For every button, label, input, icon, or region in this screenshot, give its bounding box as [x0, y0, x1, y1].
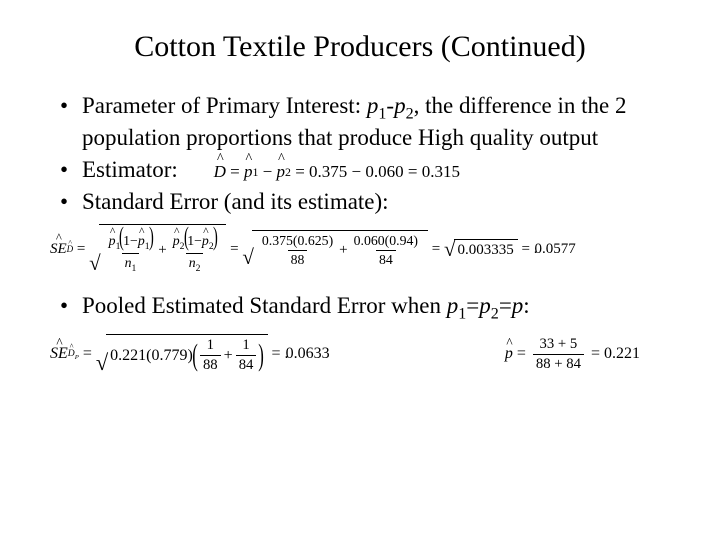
pr-res: 0.221	[604, 345, 640, 363]
b4s2: 2	[491, 305, 499, 322]
pl-v1: 0.221	[110, 347, 146, 365]
se-num2: 0.060(0.94)	[351, 233, 421, 250]
se-sqrt1: √ p1(1−p1) n1 + p2(1−p2) n2	[89, 224, 226, 274]
sep2b: p	[202, 233, 209, 249]
pr-den: 88 + 84	[533, 354, 584, 373]
bullet-list: Parameter of Primary Interest: p1-p2, th…	[60, 92, 670, 216]
pr-num: 33 + 5	[537, 336, 581, 354]
pl-d2: 84	[236, 355, 257, 374]
pl-label: SE	[50, 345, 68, 363]
sep1b: p	[138, 233, 145, 249]
est-v1: 0.375	[309, 162, 347, 183]
se-label: SE	[50, 241, 67, 258]
b4eq2: =	[499, 293, 512, 318]
se-mid: 0.003335	[458, 242, 514, 259]
se-sub: D	[67, 244, 74, 254]
pl-subP: P	[75, 354, 79, 361]
est-D: D	[214, 162, 226, 183]
pr-p: p	[505, 345, 513, 363]
bullet-2: Estimator: D = p1 − p2 = 0.375 − 0.060 =…	[60, 156, 670, 184]
pooled-left: SEDP = √ 0.221(0.779) ( 188 + 184 ) = .0…	[50, 334, 330, 374]
bullet-3: Standard Error (and its estimate):	[60, 188, 670, 216]
b4eq1: =	[466, 293, 479, 318]
se-den2: 84	[376, 250, 396, 268]
b4p1: p	[447, 293, 459, 318]
sep2: p	[173, 233, 180, 249]
b1-pre: Parameter of Primary Interest:	[82, 93, 367, 118]
est-res: 0.315	[422, 162, 460, 183]
slide-title: Cotton Textile Producers (Continued)	[50, 30, 670, 64]
b4p3: p	[512, 293, 524, 318]
se-res: 0.0577	[535, 241, 576, 258]
se-num1: 0.375(0.625)	[259, 233, 336, 250]
se-sqrt3: √ 0.003335	[444, 239, 518, 260]
est-s2: 2	[285, 165, 291, 180]
bullet-4: Pooled Estimated Standard Error when p1=…	[60, 292, 670, 324]
est-v2: 0.060	[365, 162, 403, 183]
pl-subD: D	[68, 348, 75, 359]
b1-p1: p	[367, 93, 379, 118]
pl-d1: 88	[200, 355, 221, 374]
se-sqrt2: √ 0.375(0.625)88 + 0.060(0.94)84	[242, 230, 428, 268]
b4p2: p	[479, 293, 491, 318]
est-s1: 1	[252, 165, 258, 180]
est-p1: p	[244, 162, 253, 183]
sen2: n	[189, 255, 196, 270]
b1-dash: -	[386, 93, 394, 118]
se-one1: 1	[123, 233, 130, 248]
b3-text: Standard Error (and its estimate):	[82, 189, 389, 214]
pooled-right: p = 33 + 588 + 84 = 0.221	[505, 336, 640, 373]
est-p2: p	[277, 162, 286, 183]
pooled-formula-row: SEDP = √ 0.221(0.779) ( 188 + 184 ) = .0…	[50, 334, 670, 374]
sep1: p	[109, 233, 116, 249]
se-den1: 88	[288, 250, 308, 268]
sen1s: 1	[132, 263, 137, 274]
pl-v2: 0.779	[151, 347, 187, 365]
bullet-1: Parameter of Primary Interest: p1-p2, th…	[60, 92, 670, 152]
sen2s: 2	[196, 263, 201, 274]
estimator-equation: D = p1 − p2 = 0.375 − 0.060 = 0.315	[214, 162, 460, 183]
b4-post: :	[523, 293, 529, 318]
se-formula: SED = √ p1(1−p1) n1 + p2(1−p2) n2 = √ 0.…	[50, 224, 670, 274]
b2-text: Estimator:	[82, 157, 178, 182]
b1-s2: 2	[406, 106, 414, 123]
b4-pre: Pooled Estimated Standard Error when	[82, 293, 447, 318]
sen1: n	[125, 255, 132, 270]
bullet-list-2: Pooled Estimated Standard Error when p1=…	[60, 292, 670, 324]
b1-p2: p	[394, 93, 406, 118]
pl-res: 0.0633	[286, 345, 330, 363]
